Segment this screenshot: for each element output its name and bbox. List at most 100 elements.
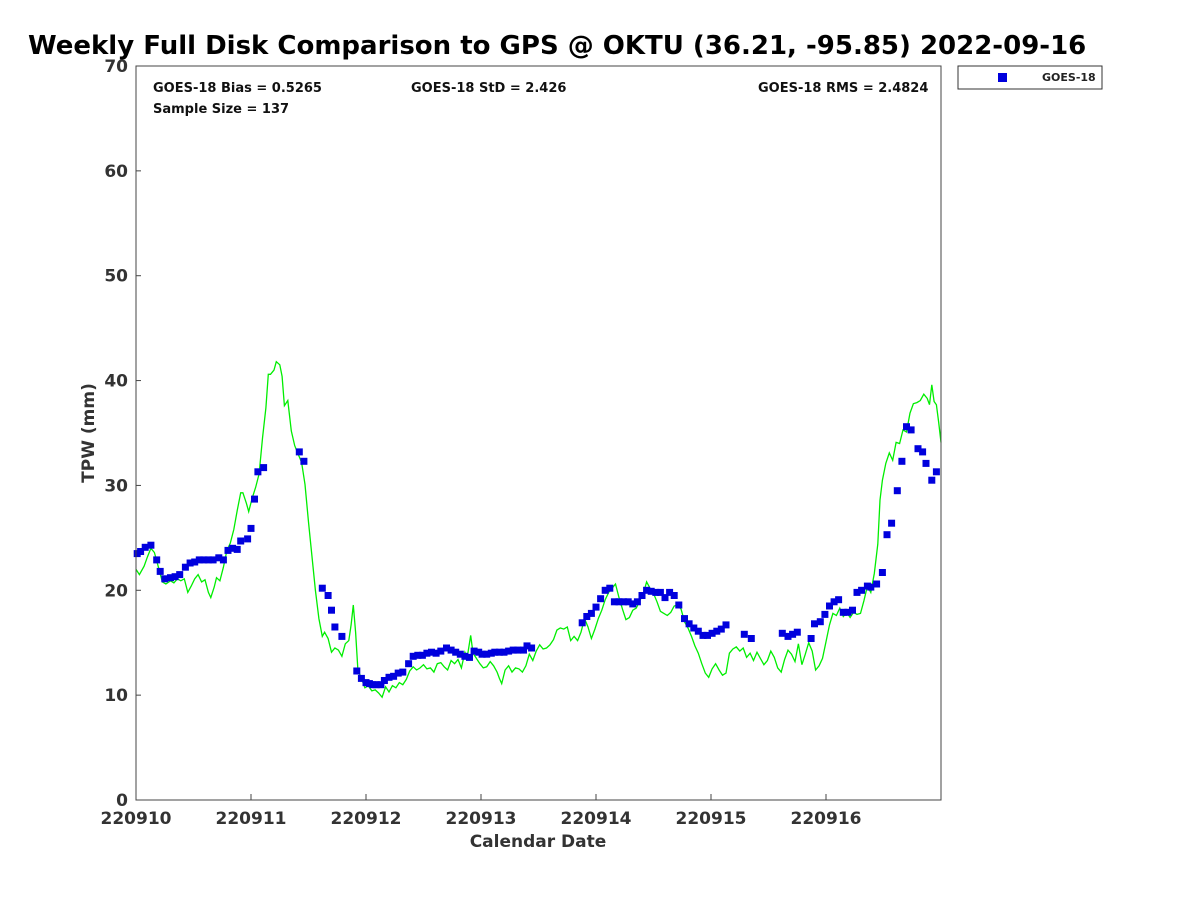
goes-18-point — [878, 569, 886, 576]
goes-18-point — [903, 423, 910, 431]
goes-18-point — [656, 588, 664, 596]
y-tick-label: 30 — [104, 476, 128, 496]
goes-18-point — [601, 586, 609, 594]
goes-18-point — [191, 558, 199, 566]
y-tick-label: 70 — [104, 57, 128, 77]
goes-18-point — [437, 647, 445, 655]
goes-18-point — [694, 627, 702, 635]
goes-18-point — [295, 448, 303, 456]
goes-18-point — [830, 598, 838, 606]
goes-18-point — [592, 603, 600, 611]
goes-18-point — [385, 673, 393, 681]
goes-18-point — [478, 650, 486, 658]
goes-18-point — [888, 519, 896, 527]
x-tick-label: 220911 — [216, 809, 287, 829]
goes-18-point — [661, 594, 669, 602]
goes-18-point — [394, 669, 402, 677]
goes-18-point — [176, 571, 184, 579]
goes-18-point — [229, 544, 237, 552]
sample-size-stat: Sample Size = 137 — [153, 102, 289, 117]
goes-18-point — [844, 608, 852, 616]
goes-18-point — [747, 635, 755, 642]
goes-18-point — [377, 681, 385, 689]
goes-18-point — [195, 556, 203, 564]
goes-18-point — [470, 647, 478, 655]
legend-box — [957, 65, 1103, 90]
goes-18-point — [578, 619, 586, 627]
y-axis-label: TPW (mm) — [79, 383, 99, 483]
goes-18-point — [583, 613, 591, 620]
x-tick-label: 220910 — [101, 809, 172, 829]
goes-18-point — [318, 584, 326, 592]
goes-18-point — [835, 596, 843, 604]
goes-18-point — [137, 548, 145, 555]
goes-18-point — [353, 667, 361, 675]
goes-18-point — [171, 573, 179, 581]
goes-18-point — [219, 556, 227, 564]
goes-18-point — [704, 631, 711, 639]
chart-title: Weekly Full Disk Comparison to GPS @ OKT… — [28, 31, 1086, 61]
goes-18-point — [247, 524, 255, 532]
x-tick-label: 220915 — [676, 809, 747, 829]
goes-18-point — [483, 650, 491, 658]
goes-18-point — [428, 648, 435, 656]
x-tick-label: 220916 — [791, 809, 862, 829]
goes-18-point — [514, 646, 522, 654]
goes-18-point — [432, 649, 440, 657]
goes-18-point — [509, 646, 517, 654]
y-tick-label: 20 — [104, 581, 128, 601]
goes-18-point — [528, 644, 536, 652]
goes-18-point — [597, 595, 605, 603]
goes-18-point — [447, 646, 455, 654]
goes-18-point — [523, 642, 531, 650]
goes-18-point — [643, 586, 651, 594]
goes-18-point — [215, 554, 223, 562]
goes-18-point — [722, 621, 730, 629]
goes-18-point — [708, 629, 716, 637]
goes-18-point — [587, 609, 595, 617]
goes-18-point — [414, 651, 422, 659]
y-axis: 0 10 20 30 40 50 60 70 — [104, 57, 141, 811]
goes-18-point — [685, 620, 693, 628]
goes-18-point — [932, 468, 940, 476]
goes-18-point — [610, 598, 618, 606]
goes-18-point — [167, 574, 174, 582]
goes-18-point — [500, 648, 508, 656]
goes-18-point — [423, 649, 431, 657]
goes-18-point — [405, 660, 413, 668]
goes-18-point — [907, 426, 915, 434]
goes-18-point — [331, 623, 339, 631]
goes-18-point — [495, 648, 503, 656]
goes-18-point — [186, 559, 194, 567]
std-stat: GOES-18 StD = 2.426 — [411, 81, 566, 96]
rms-stat: GOES-18 RMS = 2.4824 — [758, 81, 928, 96]
goes-18-point — [717, 625, 725, 633]
goes-18-point — [919, 448, 927, 456]
y-tick-label: 40 — [104, 372, 128, 392]
goes-18-point — [778, 629, 786, 637]
goes-18-point — [922, 459, 930, 467]
goes-18-point — [633, 598, 641, 606]
goes-18-point — [883, 531, 891, 539]
goes-18-point — [740, 630, 748, 638]
goes-18-point — [793, 628, 801, 636]
goes-18-point — [675, 601, 683, 609]
goes-18-point — [200, 556, 208, 564]
goes-18-point — [244, 535, 252, 543]
y-tick-label: 60 — [104, 162, 128, 182]
goes-18-point — [784, 632, 792, 640]
goes-18-point — [699, 631, 707, 639]
y-tick-label: 0 — [116, 791, 128, 811]
goes-18-point — [443, 644, 450, 652]
goes-18-point — [141, 543, 149, 551]
goes-18-point — [251, 495, 258, 503]
goes-18-point — [237, 537, 245, 545]
goes-18-point — [153, 556, 161, 564]
goes-18-point — [461, 652, 469, 660]
plot-area — [133, 360, 942, 699]
goes-18-point — [357, 674, 365, 682]
legend: GOES-18 — [957, 65, 1103, 90]
goes-18-point — [204, 556, 212, 564]
goes-18-point — [452, 648, 460, 656]
